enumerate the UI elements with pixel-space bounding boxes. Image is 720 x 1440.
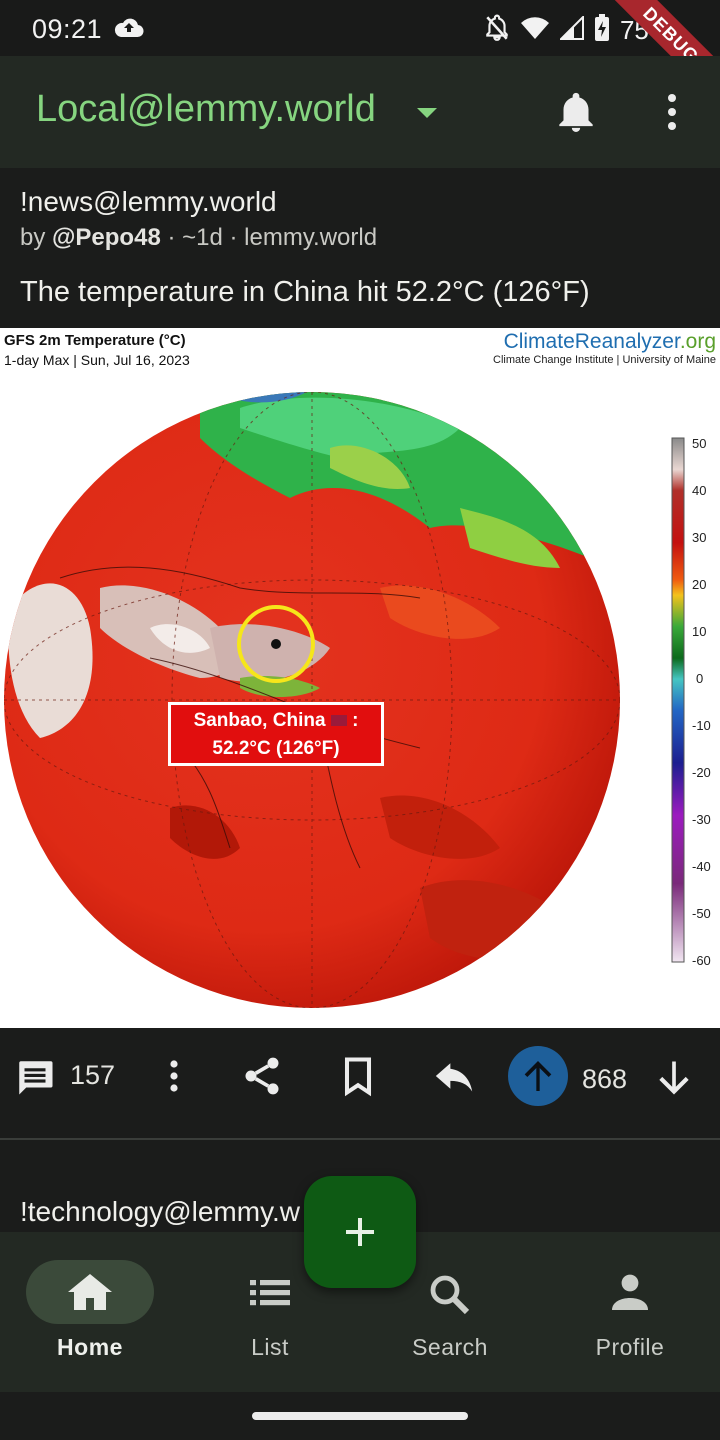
- scale-label: -10: [692, 718, 711, 733]
- post-byline: by @Pepo48 · ~1d · lemmy.world: [20, 224, 377, 252]
- temperature-callout: Sanbao, China : 52.2°C (126°F): [168, 702, 384, 766]
- post-image[interactable]: GFS 2m Temperature (°C) 1-day Max | Sun,…: [0, 328, 720, 1028]
- signal-icon: [558, 14, 584, 45]
- callout-colon: :: [346, 710, 359, 731]
- status-bar: 09:21 75% DEBUG: [0, 0, 720, 113]
- battery-charging-icon: [594, 14, 610, 47]
- brand-org: .org: [679, 330, 716, 353]
- comment-icon[interactable]: [14, 1056, 56, 1103]
- scale-label: -20: [692, 765, 711, 780]
- scale-label: 40: [692, 483, 707, 498]
- home-icon: [66, 1272, 114, 1317]
- notifications-off-icon: [484, 14, 510, 47]
- scale-label: 0: [696, 671, 704, 686]
- nav-profile-label: Profile: [595, 1334, 665, 1360]
- more-options-icon[interactable]: [160, 1056, 188, 1101]
- map-title: GFS 2m Temperature (°C): [4, 332, 186, 349]
- post-score: 868: [582, 1064, 628, 1094]
- app-bar: Local@lemmy.world: [0, 56, 720, 168]
- search-icon: [426, 1272, 474, 1321]
- create-post-fab[interactable]: [304, 1176, 416, 1288]
- list-icon: [246, 1272, 294, 1317]
- brand-logo: ClimateReanalyzer.org: [504, 330, 716, 354]
- arrow-down-icon[interactable]: [652, 1056, 696, 1105]
- reply-icon[interactable]: [432, 1056, 476, 1101]
- post-community[interactable]: !news@lemmy.world: [20, 186, 277, 217]
- share-icon[interactable]: [240, 1054, 284, 1103]
- notifications-bell-icon[interactable]: [556, 90, 596, 139]
- nav-search[interactable]: Search: [360, 1232, 540, 1392]
- post-title[interactable]: The temperature in China hit 52.2°C (126…: [20, 276, 590, 308]
- nav-home[interactable]: Home: [0, 1232, 180, 1392]
- cloud-upload-icon: [114, 16, 144, 43]
- plus-icon: [346, 1218, 374, 1246]
- scale-label: -50: [692, 906, 711, 921]
- feed-selector-title[interactable]: Local@lemmy.world: [36, 88, 376, 130]
- nav-profile[interactable]: Profile: [540, 1232, 720, 1392]
- gesture-area: [0, 1392, 720, 1440]
- map-subtitle: 1-day Max | Sun, Jul 16, 2023: [4, 352, 190, 368]
- status-time: 09:21: [32, 14, 103, 44]
- nav-list-label: List: [251, 1334, 289, 1360]
- nav-search-label: Search: [412, 1334, 488, 1360]
- scale-label: -30: [692, 812, 711, 827]
- temperature-globe-map: [4, 392, 685, 1008]
- color-scale-bar: [671, 437, 685, 963]
- callout-location: Sanbao, China :: [171, 707, 381, 735]
- post-action-bar: 157 868: [0, 1028, 720, 1138]
- comments-count[interactable]: 157: [70, 1060, 116, 1090]
- nav-home-label: Home: [57, 1334, 123, 1360]
- chevron-down-icon[interactable]: [416, 106, 438, 124]
- bookmark-icon[interactable]: [336, 1054, 380, 1103]
- post-author[interactable]: @Pepo48: [52, 224, 161, 251]
- next-post-community[interactable]: !technology@lemmy.w: [20, 1196, 300, 1227]
- scale-label: 30: [692, 530, 707, 545]
- highlight-ring: [237, 605, 315, 683]
- wifi-icon: [520, 16, 550, 45]
- brand-reanalyzer: Reanalyzer: [574, 330, 680, 353]
- scale-label: 50: [692, 436, 707, 451]
- scale-label: 10: [692, 624, 707, 639]
- post-meta: · ~1d · lemmy.world: [160, 224, 378, 251]
- arrow-up-icon: [524, 1061, 552, 1091]
- post-divider: [0, 1138, 720, 1140]
- callout-value: 52.2°C (126°F): [212, 738, 340, 759]
- byline-prefix: by: [20, 224, 53, 251]
- location-marker: [271, 639, 281, 649]
- scale-label: -40: [692, 859, 711, 874]
- overflow-menu-icon[interactable]: [660, 92, 684, 137]
- china-flag-icon: [330, 715, 347, 727]
- upvote-button[interactable]: [508, 1046, 568, 1106]
- person-icon: [606, 1272, 654, 1317]
- scale-label: 20: [692, 577, 707, 592]
- nav-list[interactable]: List: [180, 1232, 360, 1392]
- home-gesture-bar[interactable]: [252, 1412, 468, 1420]
- brand-subtitle: Climate Change Institute | University of…: [493, 354, 716, 366]
- scale-label: -60: [692, 953, 711, 968]
- callout-location-name: Sanbao, China: [193, 710, 326, 731]
- brand-climate: Climate: [503, 330, 575, 353]
- post-header[interactable]: !news@lemmy.world by @Pepo48 · ~1d · lem…: [0, 168, 720, 328]
